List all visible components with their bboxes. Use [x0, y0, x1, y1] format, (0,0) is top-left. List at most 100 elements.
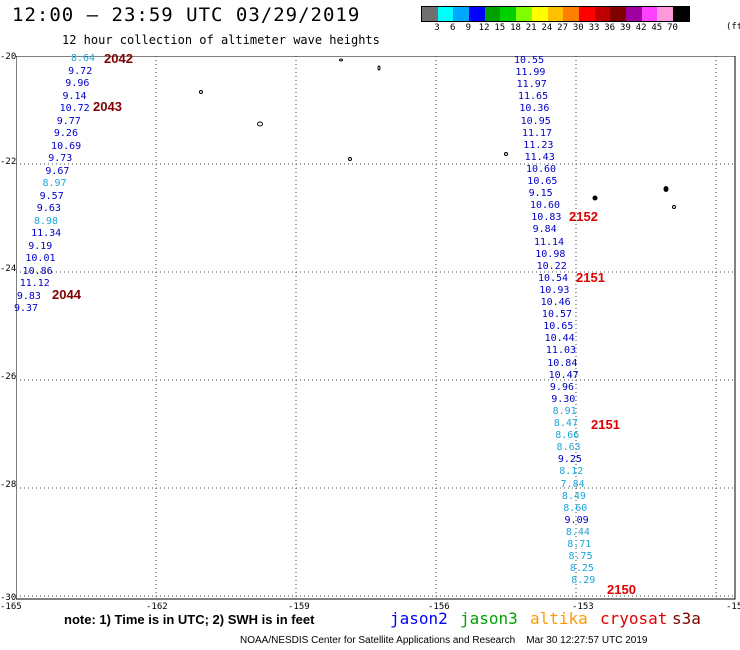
swh-value: 11.03 — [545, 345, 577, 357]
swh-value: 10.83 — [531, 212, 562, 224]
swh-value: 9.63 — [36, 203, 61, 214]
swh-value: 9.96 — [549, 381, 574, 393]
swh-value: 10.44 — [544, 333, 575, 345]
legend-label: 39 — [619, 23, 631, 33]
legend-swatch — [657, 7, 673, 21]
swh-value: 10.54 — [537, 272, 569, 284]
satellite-jason2-label: jason2 — [390, 609, 448, 628]
swh-value: 10.46 — [540, 297, 571, 308]
legend-label: 33 — [588, 23, 600, 33]
swh-value: 10.93 — [539, 284, 570, 296]
legend-label: 27 — [557, 23, 569, 33]
satellite-altika-label: altika — [530, 609, 588, 628]
legend-swatch — [610, 7, 626, 21]
color-scale-legend — [421, 6, 690, 22]
legend-swatch — [500, 7, 517, 21]
swh-value: 9.19 — [28, 240, 53, 252]
legend-label: 30 — [572, 23, 584, 33]
longitude-label: -153 — [572, 602, 594, 612]
credit-text: NOAA/NESDIS Center for Satellite Applica… — [240, 635, 516, 646]
swh-value: 8.63 — [556, 442, 581, 454]
swh-value: 10.84 — [547, 357, 578, 369]
swh-value: 10.60 — [529, 200, 561, 212]
swh-value: 8.47 — [553, 418, 578, 429]
swh-value: 11.23 — [523, 139, 554, 151]
legend-swatch — [531, 7, 548, 21]
island — [592, 195, 598, 201]
swh-value: 10.01 — [25, 253, 56, 264]
legend-swatch — [437, 7, 454, 21]
legend-label: 12 — [478, 23, 490, 33]
units-note: note: 1) Time is in UTC; 2) SWH is in fe… — [64, 612, 315, 627]
swh-value: 8.75 — [568, 551, 593, 563]
island — [672, 205, 676, 209]
island — [504, 152, 508, 156]
swh-value: 11.14 — [533, 236, 565, 248]
legend-label: 18 — [510, 23, 521, 33]
swh-value: 9.84 — [532, 224, 557, 236]
latitude-label: -30 — [0, 593, 17, 603]
swh-value: 8.98 — [33, 215, 59, 227]
swh-value: 10.60 — [525, 163, 557, 175]
swh-value: 9.15 — [528, 188, 553, 200]
longitude-label: -165 — [0, 602, 22, 612]
swh-value: 11.17 — [521, 127, 553, 139]
latitude-label: -28 — [0, 480, 17, 490]
legend-label: 24 — [541, 23, 553, 33]
credit-footer: NOAA/NESDIS Center for Satellite Applica… — [240, 635, 647, 646]
swh-value: 9.77 — [56, 115, 81, 127]
pass-time-label: 2150 — [607, 582, 636, 597]
map-plot-area — [16, 56, 736, 600]
graticule-grid — [16, 56, 735, 599]
pass-time-label: 2152 — [569, 209, 598, 224]
generation-timestamp: Mar 30 12:27:57 UTC 2019 — [526, 635, 648, 646]
map-subtitle: 12 hour collection of altimeter wave hei… — [62, 33, 380, 47]
swh-value: 11.97 — [516, 79, 547, 91]
swh-value: 8.64 — [71, 53, 96, 64]
swh-value: 8.97 — [42, 178, 67, 189]
pass-time-label: 2043 — [93, 99, 122, 114]
swh-value: 8.25 — [569, 563, 594, 575]
latitude-label: -20 — [0, 52, 17, 62]
legend-label: 3 — [434, 23, 440, 33]
swh-value: 11.34 — [31, 228, 62, 239]
swh-value: 8.71 — [567, 539, 592, 550]
swh-value: 9.67 — [45, 165, 70, 177]
swh-value: 10.55 — [514, 55, 545, 66]
legend-swatch — [422, 7, 438, 21]
legend-swatch — [469, 7, 485, 21]
swh-value: 8.66 — [555, 430, 580, 442]
legend-label: 6 — [449, 23, 456, 33]
legend-swatch — [641, 7, 658, 21]
swh-value: 10.86 — [22, 265, 53, 277]
island-outlines — [199, 58, 676, 209]
swh-value: 9.57 — [39, 190, 64, 202]
swh-value: 8.12 — [559, 466, 584, 478]
legend-swatch — [673, 7, 689, 21]
legend-label: 45 — [651, 23, 663, 33]
pass-time-label: 2151 — [591, 417, 620, 432]
island — [663, 186, 669, 192]
swh-value: 10.65 — [543, 321, 574, 333]
swh-value: 10.36 — [519, 103, 550, 115]
swh-value: 7.84 — [560, 478, 585, 490]
island — [339, 58, 343, 62]
legend-label: 42 — [635, 23, 647, 33]
swh-value: 10.72 — [59, 103, 90, 114]
swh-value: 11.99 — [515, 67, 546, 79]
satellite-cryosat-label: cryosat — [600, 609, 668, 628]
swh-value: 10.98 — [535, 248, 566, 260]
pass-time-label: 2151 — [576, 270, 605, 285]
legend-swatch — [453, 7, 470, 21]
legend-label: 15 — [494, 23, 506, 33]
island — [377, 65, 381, 71]
island — [348, 157, 352, 161]
swh-value: 10.47 — [548, 369, 579, 381]
satellite-s3a-label: s3a — [672, 609, 701, 628]
longitude-label: -156 — [428, 602, 450, 612]
legend-swatch — [578, 7, 595, 21]
legend-swatch — [484, 7, 501, 21]
pass-time-label: 2044 — [52, 287, 81, 302]
swh-value: 8.44 — [565, 526, 590, 538]
latitude-label: -22 — [0, 157, 17, 167]
